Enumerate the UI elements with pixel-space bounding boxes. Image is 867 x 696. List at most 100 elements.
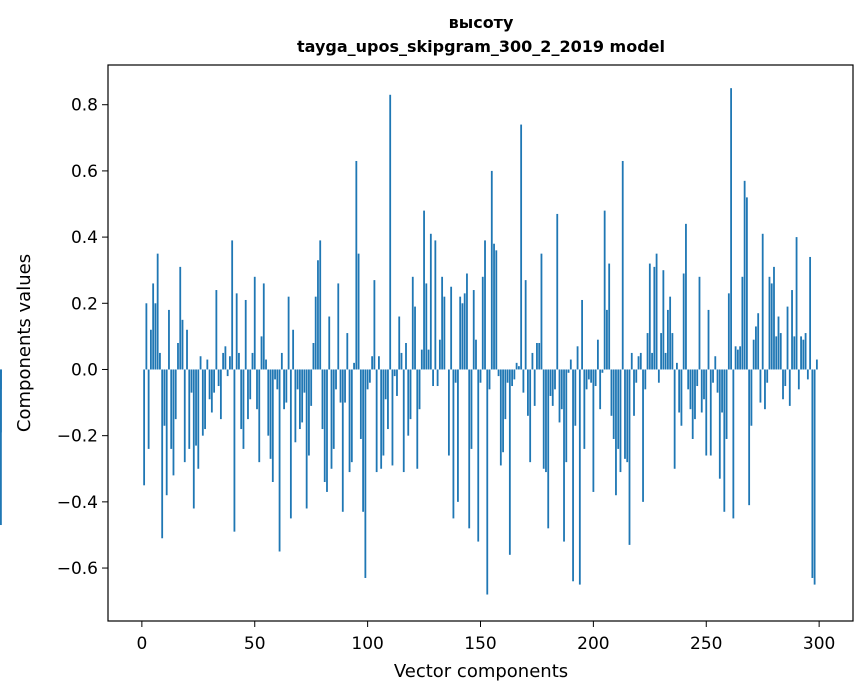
bar-component-299 <box>815 359 818 370</box>
bar-component-276 <box>764 369 766 410</box>
bar-component-202 <box>596 339 599 370</box>
bar-component-91 <box>346 333 349 370</box>
bar-component-126 <box>425 283 428 370</box>
bar-component-225 <box>648 263 651 370</box>
bar-component-294 <box>804 333 807 370</box>
bar-component-52 <box>258 369 261 463</box>
bar-component-57 <box>269 369 272 459</box>
bar-component-129 <box>432 369 434 387</box>
bar-component-231 <box>662 270 665 370</box>
bar-component-77 <box>314 296 317 370</box>
bar-component-136 <box>447 369 450 456</box>
bar-component-54 <box>262 283 265 370</box>
bar-component-296 <box>809 256 812 370</box>
bar-component-183 <box>554 369 556 390</box>
bar-component-50 <box>253 276 256 370</box>
bar-component-16 <box>177 343 179 370</box>
bar-component-196 <box>583 369 586 449</box>
chart-title-line-2: tayga_upos_skipgram_300_2_2019 model <box>297 37 665 56</box>
bar-component-93 <box>350 369 353 463</box>
bar-component-97 <box>359 369 362 439</box>
bar-component-53 <box>260 336 263 370</box>
bar-component-123 <box>418 369 421 410</box>
bar-component-119 <box>409 369 412 420</box>
bar-component-181 <box>549 369 552 396</box>
bar-component-180 <box>547 369 550 529</box>
bar-component-undefined <box>0 369 2 526</box>
bar-component-6 <box>154 303 157 370</box>
bar-component-3 <box>147 369 150 449</box>
bar-component-145 <box>468 369 471 529</box>
bar-component-199 <box>590 369 593 383</box>
bar-component-80 <box>321 369 324 430</box>
bar-component-284 <box>782 369 784 400</box>
bar-component-96 <box>357 253 360 370</box>
bar-component-195 <box>581 299 583 370</box>
bar-component-83 <box>328 316 331 370</box>
bar-component-230 <box>660 333 663 370</box>
bar-component-186 <box>560 369 563 410</box>
bar-component-207 <box>608 263 611 370</box>
bar-component-248 <box>700 369 703 413</box>
bar-component-150 <box>479 369 482 383</box>
bar-component-182 <box>551 369 554 406</box>
bar-component-35 <box>219 369 222 420</box>
bar-component-220 <box>637 356 640 370</box>
bar-component-179 <box>545 369 547 473</box>
bar-component-265 <box>739 346 742 370</box>
y-tick-label: 0.6 <box>71 162 98 182</box>
bar-component-14 <box>172 369 175 476</box>
bar-component-267 <box>743 180 746 370</box>
bar-component-130 <box>434 240 437 370</box>
bar-component-184 <box>556 213 559 370</box>
bar-component-11 <box>165 369 168 496</box>
bar-component-139 <box>454 369 457 383</box>
bar-component-85 <box>332 369 335 449</box>
bar-component-218 <box>633 369 635 416</box>
bar-component-76 <box>312 343 315 370</box>
bar-component-147 <box>472 290 475 370</box>
bar-component-29 <box>206 359 209 370</box>
bar-component-274 <box>759 369 762 403</box>
bar-component-5 <box>152 283 155 370</box>
bar-component-240 <box>682 273 685 370</box>
bar-component-161 <box>504 369 507 420</box>
bar-component-193 <box>576 346 579 370</box>
bar-component-290 <box>795 237 798 370</box>
bar-component-174 <box>533 369 536 406</box>
bar-component-116 <box>402 369 405 473</box>
x-tick-label: 300 <box>803 634 835 654</box>
bar-component-106 <box>380 369 383 469</box>
bar-component-60 <box>276 369 279 390</box>
bar-component-156 <box>493 243 495 370</box>
bar-component-131 <box>436 369 439 387</box>
bar-component-73 <box>305 369 308 509</box>
bar-component-127 <box>427 349 430 370</box>
bar-component-162 <box>506 369 509 383</box>
chart-title-line-1: высоту <box>449 13 514 32</box>
bar-component-undefined <box>0 369 2 433</box>
bar-component-140 <box>457 369 459 502</box>
bar-component-212 <box>619 369 622 473</box>
bar-component-1 <box>143 369 146 486</box>
bar-component-63 <box>283 369 285 410</box>
bar-component-272 <box>755 326 757 370</box>
bar-component-293 <box>802 339 805 370</box>
bar-component-246 <box>696 369 699 387</box>
bar-component-88 <box>339 369 342 403</box>
bar-component-266 <box>741 276 744 370</box>
bar-component-297 <box>811 369 814 578</box>
bar-component-259 <box>725 369 728 439</box>
bar-component-209 <box>612 369 615 439</box>
bar-component-215 <box>626 369 629 463</box>
bar-component-165 <box>513 369 516 380</box>
bar-component-21 <box>188 369 191 449</box>
bar-component-92 <box>348 369 351 473</box>
bar-component-36 <box>222 352 225 370</box>
x-axis-label: Vector components <box>394 661 568 682</box>
bar-component-45 <box>242 369 245 449</box>
bar-component-268 <box>745 197 748 370</box>
bar-component-201 <box>594 369 597 387</box>
bar-component-74 <box>308 369 310 456</box>
